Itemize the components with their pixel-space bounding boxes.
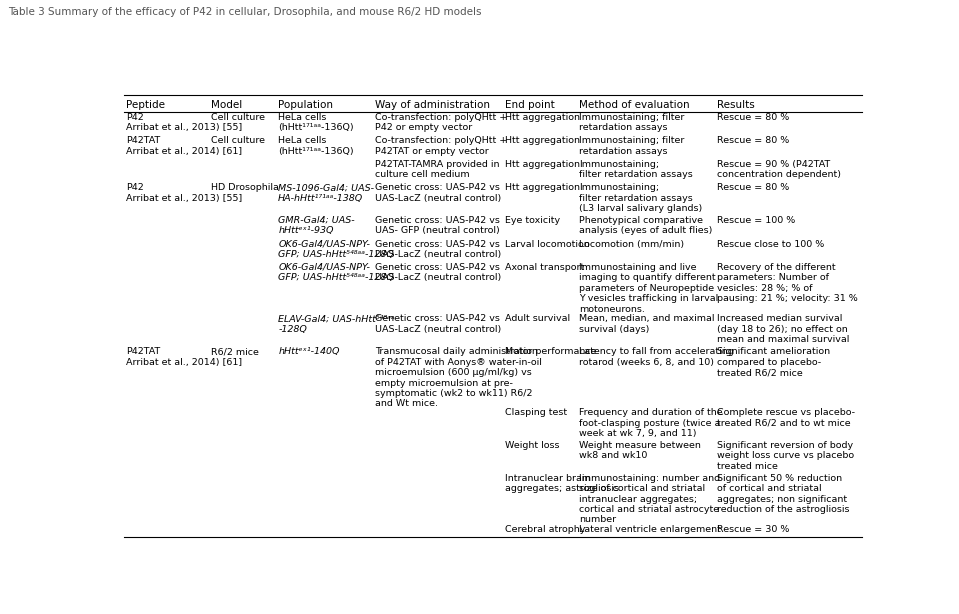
Text: HeLa cells
(hHtt¹⁷¹ᵃᵃ-136Q): HeLa cells (hHtt¹⁷¹ᵃᵃ-136Q) (278, 136, 354, 156)
Text: Rescue = 80 %: Rescue = 80 % (716, 113, 789, 122)
Text: Transmucosal daily administration
of P42TAT with Aonys® water-in-oil
microemulsi: Transmucosal daily administration of P42… (375, 348, 542, 408)
Text: Larval locomotion: Larval locomotion (504, 239, 590, 249)
Text: Clasping test: Clasping test (504, 408, 567, 417)
Text: Genetic cross: UAS-P42 vs
UAS-LacZ (neutral control): Genetic cross: UAS-P42 vs UAS-LacZ (neut… (375, 239, 501, 259)
Text: Phenotypical comparative
analysis (eyes of adult flies): Phenotypical comparative analysis (eyes … (579, 216, 713, 236)
Text: Cell culture: Cell culture (211, 113, 266, 122)
Text: P42TAT-TAMRA provided in
culture cell medium: P42TAT-TAMRA provided in culture cell me… (375, 160, 500, 179)
Text: P42TAT
Arribat et al., 2014) [61]: P42TAT Arribat et al., 2014) [61] (126, 348, 242, 367)
Text: MS-1096-Gal4; UAS-
HA-hHtt¹⁷¹ᵃᵃ-138Q: MS-1096-Gal4; UAS- HA-hHtt¹⁷¹ᵃᵃ-138Q (278, 184, 374, 203)
Text: End point: End point (504, 99, 554, 110)
Text: Immunostaining and live
imaging to quantify different
parameters of Neuropeptide: Immunostaining and live imaging to quant… (579, 263, 718, 314)
Text: Lateral ventricle enlargement: Lateral ventricle enlargement (579, 525, 721, 534)
Text: Increased median survival
(day 18 to 26); no effect on
mean and maximal survival: Increased median survival (day 18 to 26)… (716, 314, 849, 344)
Text: Population: Population (278, 99, 333, 110)
Text: Rescue = 80 %: Rescue = 80 % (716, 136, 789, 146)
Text: OK6-Gal4/UAS-NPY-
GFP; UAS-hHtt⁵⁴⁸ᵃᵃ-128Q: OK6-Gal4/UAS-NPY- GFP; UAS-hHtt⁵⁴⁸ᵃᵃ-128… (278, 239, 394, 259)
Text: Immunostaining; filter
retardation assays: Immunostaining; filter retardation assay… (579, 136, 685, 156)
Text: Complete rescue vs placebo-
treated R6/2 and to wt mice: Complete rescue vs placebo- treated R6/2… (716, 408, 854, 427)
Text: Significant reversion of body
weight loss curve vs placebo
treated mice: Significant reversion of body weight los… (716, 441, 854, 471)
Text: Frequency and duration of the
foot-clasping posture (twice a
week at wk 7, 9, an: Frequency and duration of the foot-clasp… (579, 408, 723, 438)
Text: Immunostaining;
filter retardation assays
(L3 larval salivary glands): Immunostaining; filter retardation assay… (579, 184, 702, 213)
Text: Recovery of the different
parameters: Number of
vesicles: 28 %; % of
pausing: 21: Recovery of the different parameters: Nu… (716, 263, 857, 303)
Text: Locomotion (mm/min): Locomotion (mm/min) (579, 239, 685, 249)
Text: ELAV-Gal4; UAS-hHtt⁵⁴⁸ᵃᵃ
-128Q: ELAV-Gal4; UAS-hHtt⁵⁴⁸ᵃᵃ -128Q (278, 314, 395, 334)
Text: hHttᵉˣ¹-140Q: hHttᵉˣ¹-140Q (278, 348, 339, 356)
Text: R6/2 mice: R6/2 mice (211, 348, 259, 356)
Text: Intranuclear brain
aggregates; astrogliosis: Intranuclear brain aggregates; astroglio… (504, 474, 619, 493)
Text: Immunostaining; filter
retardation assays: Immunostaining; filter retardation assay… (579, 113, 685, 133)
Text: Peptide: Peptide (126, 99, 165, 110)
Text: Genetic cross: UAS-P42 vs
UAS- GFP (neutral control): Genetic cross: UAS-P42 vs UAS- GFP (neut… (375, 216, 500, 236)
Text: Rescue = 80 %: Rescue = 80 % (716, 184, 789, 192)
Text: Table 3 Summary of the efficacy of P42 in cellular, Drosophila, and mouse R6/2 H: Table 3 Summary of the efficacy of P42 i… (8, 7, 481, 17)
Text: HD Drosophila: HD Drosophila (211, 184, 279, 192)
Text: Eye toxicity: Eye toxicity (504, 216, 560, 225)
Text: Cell culture: Cell culture (211, 136, 266, 146)
Text: P42
Arribat et al., 2013) [55]: P42 Arribat et al., 2013) [55] (126, 184, 242, 203)
Text: Rescue close to 100 %: Rescue close to 100 % (716, 239, 824, 249)
Text: Mean, median, and maximal
survival (days): Mean, median, and maximal survival (days… (579, 314, 714, 334)
Text: Axonal transport: Axonal transport (504, 263, 584, 272)
Text: GMR-Gal4; UAS-
hHttᵉˣ¹-93Q: GMR-Gal4; UAS- hHttᵉˣ¹-93Q (278, 216, 355, 236)
Text: Motor performance: Motor performance (504, 348, 596, 356)
Text: HeLa cells
(hHtt¹⁷¹ᵃᵃ-136Q): HeLa cells (hHtt¹⁷¹ᵃᵃ-136Q) (278, 113, 354, 133)
Text: Weight loss: Weight loss (504, 441, 559, 450)
Text: P42
Arribat et al., 2013) [55]: P42 Arribat et al., 2013) [55] (126, 113, 242, 133)
Text: Co-transfection: polyQHtt +
P42TAT or empty vector: Co-transfection: polyQHtt + P42TAT or em… (375, 136, 507, 156)
Text: Method of evaluation: Method of evaluation (579, 99, 690, 110)
Text: Weight measure between
wk8 and wk10: Weight measure between wk8 and wk10 (579, 441, 701, 460)
Text: Rescue = 100 %: Rescue = 100 % (716, 216, 795, 225)
Text: Htt aggregation: Htt aggregation (504, 113, 580, 122)
Text: OK6-Gal4/UAS-NPY-
GFP; UAS-hHtt⁵⁴⁸ᵃᵃ-128Q: OK6-Gal4/UAS-NPY- GFP; UAS-hHtt⁵⁴⁸ᵃᵃ-128… (278, 263, 394, 282)
Text: Results: Results (716, 99, 755, 110)
Text: Model: Model (211, 99, 243, 110)
Text: Co-transfection: polyQHtt +
P42 or empty vector: Co-transfection: polyQHtt + P42 or empty… (375, 113, 507, 133)
Text: Htt aggregation: Htt aggregation (504, 136, 580, 146)
Text: Htt aggregation: Htt aggregation (504, 160, 580, 169)
Text: Rescue = 30 %: Rescue = 30 % (716, 525, 789, 534)
Text: Cerebral atrophy: Cerebral atrophy (504, 525, 585, 534)
Text: Significant amelioration
compared to placebo-
treated R6/2 mice: Significant amelioration compared to pla… (716, 348, 830, 377)
Text: Genetic cross: UAS-P42 vs
UAS-LacZ (neutral control): Genetic cross: UAS-P42 vs UAS-LacZ (neut… (375, 314, 501, 334)
Text: Rescue = 90 % (P42TAT
concentration dependent): Rescue = 90 % (P42TAT concentration depe… (716, 160, 841, 179)
Text: Immunostaining: number and
size of cortical and striatal
intranuclear aggregates: Immunostaining: number and size of corti… (579, 474, 720, 524)
Text: Significant 50 % reduction
of cortical and striatal
aggregates; non significant
: Significant 50 % reduction of cortical a… (716, 474, 849, 514)
Text: Immunostaining;
filter retardation assays: Immunostaining; filter retardation assay… (579, 160, 693, 179)
Text: Genetic cross: UAS-P42 vs
UAS-LacZ (neutral control): Genetic cross: UAS-P42 vs UAS-LacZ (neut… (375, 184, 501, 203)
Text: P42TAT
Arribat et al., 2014) [61]: P42TAT Arribat et al., 2014) [61] (126, 136, 242, 156)
Text: Genetic cross: UAS-P42 vs
UAS-LacZ (neutral control): Genetic cross: UAS-P42 vs UAS-LacZ (neut… (375, 263, 501, 282)
Text: Htt aggregation: Htt aggregation (504, 184, 580, 192)
Text: Adult survival: Adult survival (504, 314, 570, 324)
Text: Way of administration: Way of administration (375, 99, 490, 110)
Text: Latency to fall from accelerating
rotarod (weeks 6, 8, and 10): Latency to fall from accelerating rotaro… (579, 348, 734, 367)
